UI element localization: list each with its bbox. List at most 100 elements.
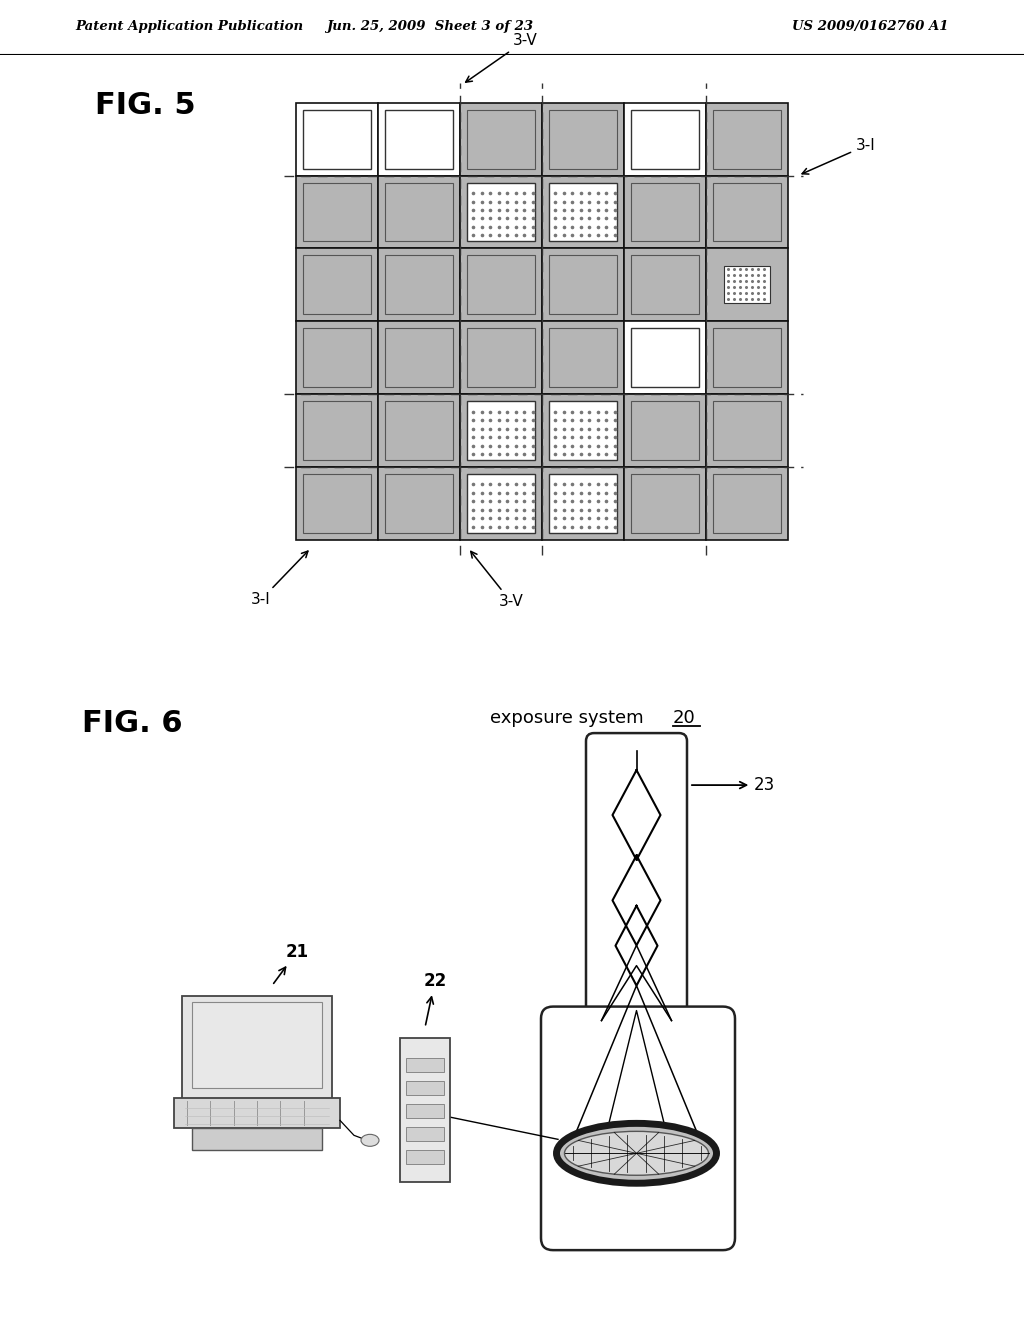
Text: 20: 20 (673, 709, 695, 727)
Text: 22: 22 (423, 972, 446, 1024)
Bar (624, 103, 706, 176)
Bar (631, 256, 699, 314)
Bar (542, 467, 624, 540)
Ellipse shape (556, 1123, 717, 1183)
Bar (624, 395, 706, 467)
Bar (624, 321, 706, 395)
Bar (549, 329, 617, 387)
Bar (549, 474, 617, 533)
Bar (378, 395, 460, 467)
Bar (303, 256, 371, 314)
Ellipse shape (361, 1134, 379, 1146)
Bar (385, 474, 453, 533)
Bar (460, 103, 542, 176)
Bar (303, 110, 371, 169)
Bar (713, 401, 781, 461)
Bar (706, 248, 788, 321)
Bar (174, 1098, 340, 1129)
Bar (296, 395, 378, 467)
Bar (467, 329, 535, 387)
Bar (460, 248, 542, 321)
Bar (296, 321, 378, 395)
Bar (385, 329, 453, 387)
Bar (406, 1127, 444, 1142)
Bar (631, 110, 699, 169)
Text: exposure system: exposure system (490, 709, 649, 727)
Bar (406, 1081, 444, 1096)
Text: US 2009/0162760 A1: US 2009/0162760 A1 (792, 20, 948, 33)
Bar (460, 176, 542, 248)
Bar (624, 176, 706, 248)
Bar (706, 395, 788, 467)
Bar (303, 401, 371, 461)
FancyBboxPatch shape (586, 733, 687, 1034)
Text: Jun. 25, 2009  Sheet 3 of 23: Jun. 25, 2009 Sheet 3 of 23 (327, 20, 534, 33)
Bar (460, 467, 542, 540)
Bar (467, 401, 535, 461)
Bar (631, 182, 699, 242)
Bar (706, 103, 788, 176)
Bar (549, 182, 617, 242)
Bar (706, 176, 788, 248)
Bar (631, 474, 699, 533)
Text: FIG. 5: FIG. 5 (95, 91, 196, 120)
Bar (549, 401, 617, 461)
Bar (296, 467, 378, 540)
Bar (378, 103, 460, 176)
Bar (542, 321, 624, 395)
Bar (467, 110, 535, 169)
Bar (296, 103, 378, 176)
Bar (713, 110, 781, 169)
Bar (378, 467, 460, 540)
Bar (303, 474, 371, 533)
Text: FIG. 6: FIG. 6 (82, 709, 182, 738)
Bar (724, 267, 770, 304)
Bar (460, 321, 542, 395)
Text: 3-I: 3-I (251, 552, 308, 607)
Bar (549, 256, 617, 314)
Bar (542, 103, 624, 176)
Bar (378, 321, 460, 395)
Bar (385, 182, 453, 242)
Text: Patent Application Publication: Patent Application Publication (75, 20, 303, 33)
Bar (542, 395, 624, 467)
Bar (406, 1150, 444, 1164)
Bar (378, 176, 460, 248)
Bar (460, 395, 542, 467)
Bar (296, 248, 378, 321)
FancyBboxPatch shape (541, 1007, 735, 1250)
Bar (467, 182, 535, 242)
Bar (406, 1059, 444, 1072)
Bar (624, 467, 706, 540)
Bar (706, 321, 788, 395)
Bar (406, 1105, 444, 1118)
Bar (467, 256, 535, 314)
Bar (400, 1038, 450, 1183)
Bar (385, 256, 453, 314)
Bar (193, 1129, 322, 1150)
Text: 21: 21 (273, 942, 308, 983)
Bar (631, 401, 699, 461)
Bar (385, 110, 453, 169)
Text: 23: 23 (692, 776, 775, 795)
Bar (542, 176, 624, 248)
Bar (713, 474, 781, 533)
Bar (385, 401, 453, 461)
Bar (303, 329, 371, 387)
Bar (182, 995, 332, 1101)
Bar (467, 474, 535, 533)
Bar (378, 248, 460, 321)
Bar (713, 182, 781, 242)
Bar (624, 248, 706, 321)
Bar (631, 329, 699, 387)
Text: 3-V: 3-V (471, 552, 523, 610)
Text: 3-I: 3-I (802, 139, 876, 174)
Bar (549, 110, 617, 169)
Bar (713, 329, 781, 387)
Bar (303, 182, 371, 242)
Bar (296, 176, 378, 248)
Bar (706, 467, 788, 540)
Ellipse shape (564, 1131, 709, 1175)
Bar (193, 1002, 322, 1089)
Bar (542, 248, 624, 321)
